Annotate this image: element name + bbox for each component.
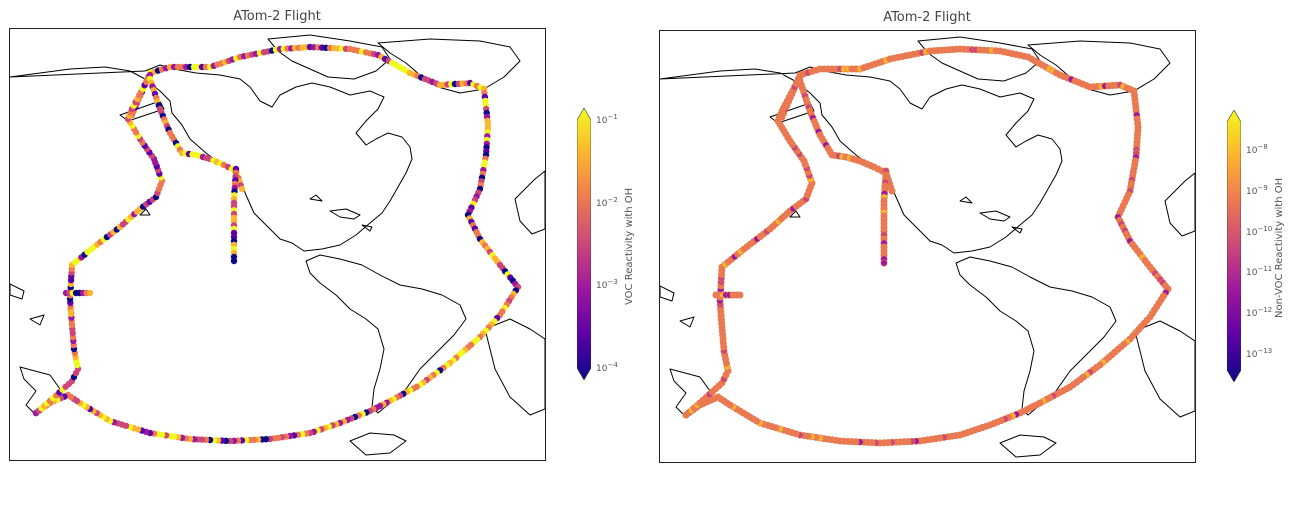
left-colorbar-label: VOC Reactivity with OH <box>624 187 635 305</box>
right-colorbar <box>1227 110 1241 382</box>
coastlines <box>10 34 545 456</box>
right-colorbar-label: Non-VOC Reactivity with OH <box>1274 177 1285 318</box>
colorbar-tick-label: 10−4 <box>596 361 618 374</box>
colorbar-tick-label: 10−3 <box>596 278 618 291</box>
right-panel: ATom-2 Flight <box>650 0 1303 519</box>
colorbar-tick-label: 10−8 <box>1246 143 1268 156</box>
left-map <box>9 28 546 461</box>
right-map-svg <box>660 36 1195 458</box>
colorbar-tick-label: 10−11 <box>1246 265 1273 278</box>
coastlines <box>660 36 1195 458</box>
flight-track <box>32 43 522 445</box>
colorbar-tick-label: 10−2 <box>596 196 618 209</box>
colorbar-tick-label: 10−13 <box>1246 347 1273 360</box>
flight-track <box>682 45 1172 447</box>
left-map-title: ATom-2 Flight <box>233 9 321 24</box>
colorbar-tick-label: 10−10 <box>1246 225 1273 238</box>
right-map-title: ATom-2 Flight <box>883 10 971 25</box>
left-panel: ATom-2 Flight <box>0 0 650 519</box>
left-map-svg <box>10 34 545 456</box>
colorbar-tick-label: 10−12 <box>1246 306 1273 319</box>
colorbar-tick-label: 10−1 <box>596 113 618 126</box>
left-colorbar <box>577 108 591 380</box>
colorbar-tick-label: 10−9 <box>1246 184 1268 197</box>
right-map <box>659 30 1196 463</box>
